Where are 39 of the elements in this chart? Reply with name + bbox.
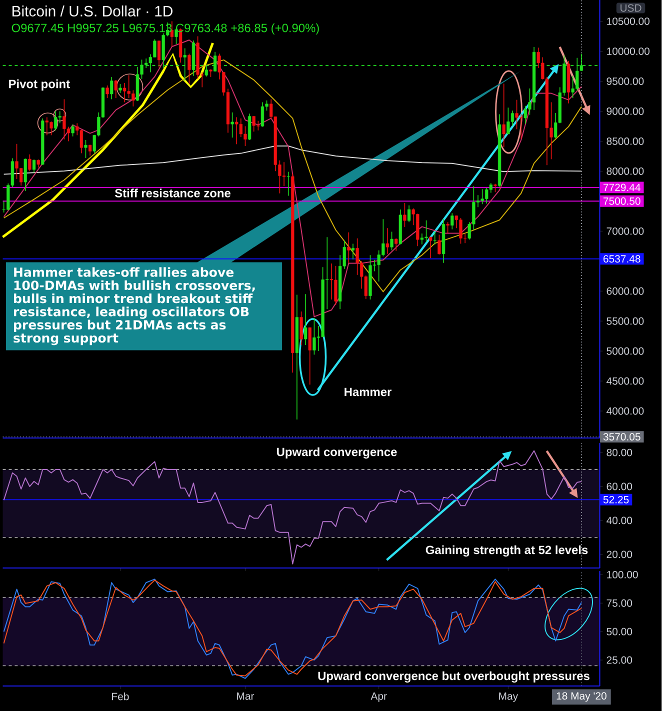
- annotation: Upward convergence: [277, 447, 397, 459]
- y-tick-label: 10000.00: [607, 48, 650, 55]
- y-tick-label: 80.00: [606, 448, 632, 456]
- ref-line-label: 7500.50: [604, 197, 640, 205]
- y-tick-label: 6000.00: [606, 287, 644, 295]
- y-tick-label: 5000.00: [606, 347, 644, 355]
- y-tick-label: 8500.00: [606, 138, 644, 145]
- ref-line-label: 52.25: [604, 496, 629, 504]
- ref-line-label: 3570.05: [603, 433, 640, 441]
- y-tick-label: 10500.00: [607, 18, 650, 25]
- y-tick-label: 50.00: [606, 628, 632, 636]
- annotation: Hammer takes-off rallies above 100-DMAs with bullish crossovers, bulls in minor trend breakout stiff resistance, leading oscillators OB pressures but 21DMAs acts as strong support: [14, 267, 255, 346]
- x-tick-label: Apr: [370, 692, 387, 702]
- y-tick-label: 5500.00: [606, 317, 644, 325]
- y-tick-label: 60.00: [606, 482, 632, 490]
- x-tick-label: Mar: [237, 692, 254, 700]
- y-tick-label: 8000.00: [606, 167, 644, 175]
- annotation: Stiff resistance zone: [115, 188, 231, 198]
- annotation: Hammer: [344, 388, 392, 396]
- annotation: Upward convergence but overbought pressures: [318, 671, 590, 683]
- y-tick-label: 40.00: [606, 516, 632, 524]
- x-tick-label: May: [499, 692, 518, 702]
- chart-title: Bitcoin / U.S. Dollar · 1D: [12, 6, 173, 16]
- ref-line-label: 6537.48: [604, 255, 640, 263]
- y-tick-label: 4500.00: [606, 377, 644, 385]
- y-tick-label: 9500.00: [606, 78, 644, 85]
- y-tick-label: 75.00: [606, 599, 632, 607]
- text: USD: [620, 4, 642, 12]
- y-tick-label: 100.00: [607, 570, 638, 578]
- y-tick-label: 25.00: [606, 656, 632, 664]
- annotation: Gaining strength at 52 levels: [426, 545, 588, 557]
- y-tick-label: 9000.00: [606, 108, 644, 115]
- y-tick-label: 20.00: [606, 550, 632, 558]
- y-tick-label: 7000.00: [606, 227, 644, 235]
- ref-line-label: 18 May '20: [556, 692, 607, 702]
- x-tick-label: Feb: [112, 692, 129, 700]
- y-tick-label: 4000.00: [606, 407, 644, 415]
- annotation: Pivot point: [9, 79, 70, 91]
- ref-line-label: 7729.44: [604, 184, 641, 192]
